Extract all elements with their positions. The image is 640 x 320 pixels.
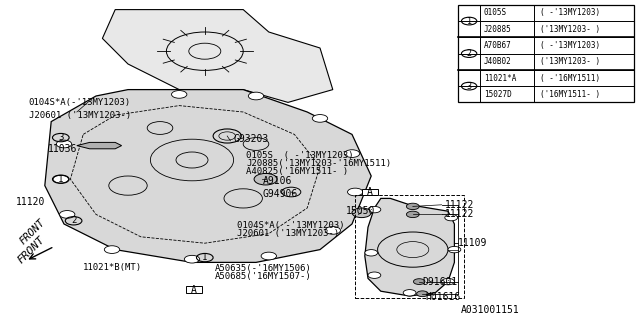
Text: J20885('13MY1203-'16MY1511): J20885('13MY1203-'16MY1511)	[246, 159, 392, 168]
Circle shape	[60, 211, 75, 218]
Text: 11036: 11036	[48, 144, 77, 154]
Text: ( -'13MY1203): ( -'13MY1203)	[540, 8, 600, 17]
Text: A: A	[367, 187, 373, 197]
Polygon shape	[102, 10, 333, 102]
Text: 0105S  ( -'13MY1203): 0105S ( -'13MY1203)	[246, 151, 354, 160]
Circle shape	[312, 115, 328, 122]
Text: G94906: G94906	[262, 188, 298, 199]
Circle shape	[254, 173, 277, 185]
Text: ('16MY1511- ): ('16MY1511- )	[540, 90, 600, 99]
Bar	[362, 189, 378, 195]
Text: 0105S: 0105S	[484, 8, 507, 17]
Text: ( -'16MY1511): ( -'16MY1511)	[540, 74, 600, 83]
Text: G93203: G93203	[234, 134, 269, 144]
Polygon shape	[77, 142, 122, 149]
Circle shape	[406, 211, 419, 218]
Text: 15050: 15050	[346, 206, 375, 216]
Text: A9106: A9106	[262, 176, 292, 186]
Circle shape	[417, 291, 428, 297]
Text: ( -'13MY1203): ( -'13MY1203)	[540, 41, 600, 50]
Circle shape	[368, 206, 381, 213]
Text: 11120: 11120	[16, 196, 45, 207]
Polygon shape	[45, 90, 371, 262]
Text: D91601: D91601	[422, 277, 458, 287]
Text: 3: 3	[467, 82, 472, 91]
Text: H01616: H01616	[426, 292, 461, 302]
Text: 1: 1	[467, 17, 472, 26]
Text: ('13MY1203- ): ('13MY1203- )	[540, 25, 600, 34]
Text: J20601 ('13MY1203-): J20601 ('13MY1203-)	[29, 111, 131, 120]
Text: 15027D: 15027D	[484, 90, 511, 99]
Text: A40825('16MY1511- ): A40825('16MY1511- )	[246, 167, 349, 176]
Text: A50685('16MY1507-): A50685('16MY1507-)	[214, 272, 311, 281]
Text: 11021*B(MT): 11021*B(MT)	[83, 263, 142, 272]
Circle shape	[403, 290, 416, 296]
Circle shape	[53, 175, 68, 183]
Circle shape	[368, 272, 381, 278]
Bar	[458, 5, 634, 102]
Circle shape	[406, 203, 419, 210]
Text: 1: 1	[202, 253, 207, 262]
Text: A50635(-'16MY1506): A50635(-'16MY1506)	[214, 264, 311, 273]
Circle shape	[442, 278, 454, 285]
Text: FRONT: FRONT	[16, 234, 47, 265]
Text: 0104S*A( -'13MY1203): 0104S*A( -'13MY1203)	[237, 221, 344, 230]
Bar	[186, 286, 202, 293]
Circle shape	[248, 92, 264, 100]
Circle shape	[348, 188, 363, 196]
Text: A: A	[190, 284, 196, 295]
Text: FRONT: FRONT	[18, 218, 47, 247]
Circle shape	[104, 246, 120, 253]
Text: J40B02: J40B02	[484, 57, 511, 66]
Text: 2: 2	[467, 49, 472, 58]
Circle shape	[445, 214, 458, 221]
Text: A031001151: A031001151	[461, 305, 520, 316]
Text: 0104S*A(-'13MY1203): 0104S*A(-'13MY1203)	[29, 98, 131, 107]
Circle shape	[413, 279, 425, 284]
Circle shape	[365, 250, 378, 256]
Circle shape	[172, 91, 187, 98]
Circle shape	[352, 208, 371, 218]
Text: 11109: 11109	[458, 238, 487, 248]
Circle shape	[448, 246, 461, 253]
Circle shape	[56, 140, 72, 148]
Text: A70B67: A70B67	[484, 41, 511, 50]
Circle shape	[344, 150, 360, 157]
Text: J20601 ('13MY1203-): J20601 ('13MY1203-)	[237, 229, 339, 238]
Bar	[355, 195, 464, 298]
Circle shape	[261, 252, 276, 260]
Text: 11021*A: 11021*A	[484, 74, 516, 83]
Text: 3: 3	[58, 133, 63, 142]
Text: ('13MY1203- ): ('13MY1203- )	[540, 57, 600, 66]
Text: 11122: 11122	[445, 209, 474, 220]
Text: 2: 2	[71, 216, 76, 225]
Circle shape	[325, 227, 340, 234]
Text: J20885: J20885	[484, 25, 511, 34]
Polygon shape	[365, 198, 454, 296]
Text: 1: 1	[58, 175, 63, 184]
Text: 11122: 11122	[445, 200, 474, 210]
Circle shape	[184, 255, 200, 263]
